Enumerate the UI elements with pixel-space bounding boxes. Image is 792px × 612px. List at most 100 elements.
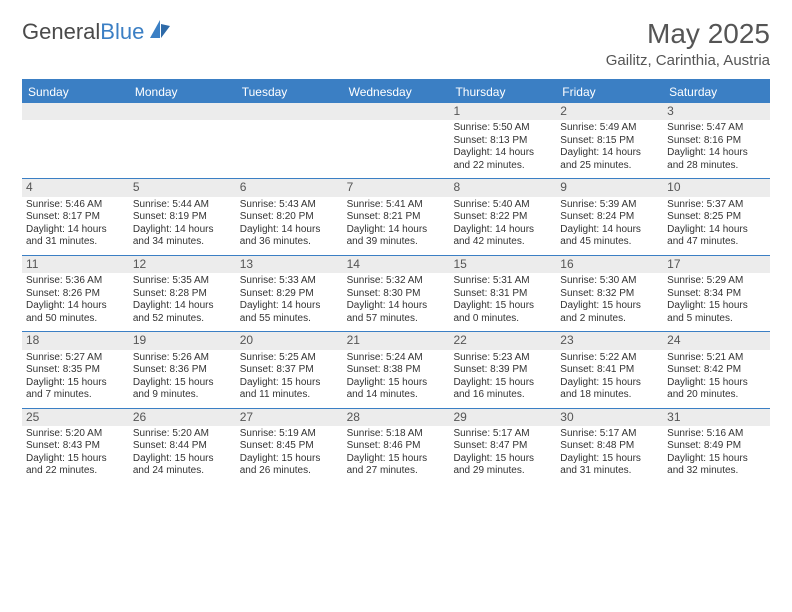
calendar: SundayMondayTuesdayWednesdayThursdayFrid… xyxy=(22,79,770,484)
day-header-row: SundayMondayTuesdayWednesdayThursdayFrid… xyxy=(22,81,770,103)
day-header: Friday xyxy=(556,81,663,103)
sunrise-line: Sunrise: 5:32 AM xyxy=(347,275,446,288)
sunrise-line: Sunrise: 5:39 AM xyxy=(560,199,659,212)
calendar-cell: 11Sunrise: 5:36 AMSunset: 8:26 PMDayligh… xyxy=(22,256,129,331)
calendar-cell: 23Sunrise: 5:22 AMSunset: 8:41 PMDayligh… xyxy=(556,332,663,407)
sunrise-line: Sunrise: 5:20 AM xyxy=(133,428,232,441)
sunrise-line: Sunrise: 5:50 AM xyxy=(453,122,552,135)
calendar-cell: 3Sunrise: 5:47 AMSunset: 8:16 PMDaylight… xyxy=(663,103,770,178)
sunset-line: Sunset: 8:35 PM xyxy=(26,364,125,377)
day-number: 21 xyxy=(343,332,450,349)
daylight-line: Daylight: 15 hours and 14 minutes. xyxy=(347,377,446,402)
daylight-line: Daylight: 15 hours and 22 minutes. xyxy=(26,453,125,478)
calendar-cell: 18Sunrise: 5:27 AMSunset: 8:35 PMDayligh… xyxy=(22,332,129,407)
day-details: Sunrise: 5:36 AMSunset: 8:26 PMDaylight:… xyxy=(22,273,129,331)
daylight-line: Daylight: 14 hours and 31 minutes. xyxy=(26,224,125,249)
sunrise-line: Sunrise: 5:29 AM xyxy=(667,275,766,288)
day-number: 27 xyxy=(236,409,343,426)
logo-word2: Blue xyxy=(100,19,144,44)
day-number: 28 xyxy=(343,409,450,426)
calendar-cell: 10Sunrise: 5:37 AMSunset: 8:25 PMDayligh… xyxy=(663,179,770,254)
day-number: 22 xyxy=(449,332,556,349)
sunrise-line: Sunrise: 5:21 AM xyxy=(667,352,766,365)
calendar-cell: 4Sunrise: 5:46 AMSunset: 8:17 PMDaylight… xyxy=(22,179,129,254)
sunset-line: Sunset: 8:45 PM xyxy=(240,440,339,453)
daylight-line: Daylight: 15 hours and 16 minutes. xyxy=(453,377,552,402)
daylight-line: Daylight: 15 hours and 26 minutes. xyxy=(240,453,339,478)
daylight-line: Daylight: 15 hours and 24 minutes. xyxy=(133,453,232,478)
day-details: Sunrise: 5:22 AMSunset: 8:41 PMDaylight:… xyxy=(556,350,663,408)
sunset-line: Sunset: 8:47 PM xyxy=(453,440,552,453)
day-number: 17 xyxy=(663,256,770,273)
sunset-line: Sunset: 8:30 PM xyxy=(347,288,446,301)
calendar-cell xyxy=(129,103,236,178)
sunrise-line: Sunrise: 5:35 AM xyxy=(133,275,232,288)
day-details: Sunrise: 5:31 AMSunset: 8:31 PMDaylight:… xyxy=(449,273,556,331)
day-number: 13 xyxy=(236,256,343,273)
sunrise-line: Sunrise: 5:49 AM xyxy=(560,122,659,135)
calendar-cell: 17Sunrise: 5:29 AMSunset: 8:34 PMDayligh… xyxy=(663,256,770,331)
day-number: 29 xyxy=(449,409,556,426)
day-details xyxy=(343,120,450,178)
calendar-cell: 26Sunrise: 5:20 AMSunset: 8:44 PMDayligh… xyxy=(129,409,236,484)
calendar-cell: 28Sunrise: 5:18 AMSunset: 8:46 PMDayligh… xyxy=(343,409,450,484)
day-number: 11 xyxy=(22,256,129,273)
calendar-cell: 14Sunrise: 5:32 AMSunset: 8:30 PMDayligh… xyxy=(343,256,450,331)
calendar-cell: 16Sunrise: 5:30 AMSunset: 8:32 PMDayligh… xyxy=(556,256,663,331)
calendar-body: 1Sunrise: 5:50 AMSunset: 8:13 PMDaylight… xyxy=(22,103,770,484)
daylight-line: Daylight: 14 hours and 28 minutes. xyxy=(667,147,766,172)
day-details: Sunrise: 5:44 AMSunset: 8:19 PMDaylight:… xyxy=(129,197,236,255)
sunset-line: Sunset: 8:17 PM xyxy=(26,211,125,224)
calendar-cell: 9Sunrise: 5:39 AMSunset: 8:24 PMDaylight… xyxy=(556,179,663,254)
day-details: Sunrise: 5:33 AMSunset: 8:29 PMDaylight:… xyxy=(236,273,343,331)
logo: GeneralBlue xyxy=(22,18,172,45)
daylight-line: Daylight: 14 hours and 50 minutes. xyxy=(26,300,125,325)
sunrise-line: Sunrise: 5:37 AM xyxy=(667,199,766,212)
sunrise-line: Sunrise: 5:33 AM xyxy=(240,275,339,288)
daylight-line: Daylight: 14 hours and 42 minutes. xyxy=(453,224,552,249)
daylight-line: Daylight: 14 hours and 45 minutes. xyxy=(560,224,659,249)
day-details: Sunrise: 5:25 AMSunset: 8:37 PMDaylight:… xyxy=(236,350,343,408)
sunrise-line: Sunrise: 5:46 AM xyxy=(26,199,125,212)
day-number: 8 xyxy=(449,179,556,196)
sunset-line: Sunset: 8:39 PM xyxy=(453,364,552,377)
calendar-cell xyxy=(343,103,450,178)
day-details: Sunrise: 5:17 AMSunset: 8:48 PMDaylight:… xyxy=(556,426,663,484)
day-header: Sunday xyxy=(22,81,129,103)
daylight-line: Daylight: 14 hours and 36 minutes. xyxy=(240,224,339,249)
sail-icon xyxy=(148,18,172,45)
day-number xyxy=(129,103,236,120)
day-details xyxy=(129,120,236,178)
day-number: 25 xyxy=(22,409,129,426)
day-details: Sunrise: 5:17 AMSunset: 8:47 PMDaylight:… xyxy=(449,426,556,484)
daylight-line: Daylight: 15 hours and 27 minutes. xyxy=(347,453,446,478)
daylight-line: Daylight: 14 hours and 25 minutes. xyxy=(560,147,659,172)
sunset-line: Sunset: 8:43 PM xyxy=(26,440,125,453)
sunset-line: Sunset: 8:34 PM xyxy=(667,288,766,301)
calendar-cell: 12Sunrise: 5:35 AMSunset: 8:28 PMDayligh… xyxy=(129,256,236,331)
sunset-line: Sunset: 8:24 PM xyxy=(560,211,659,224)
sunrise-line: Sunrise: 5:16 AM xyxy=(667,428,766,441)
day-number: 23 xyxy=(556,332,663,349)
day-details: Sunrise: 5:35 AMSunset: 8:28 PMDaylight:… xyxy=(129,273,236,331)
daylight-line: Daylight: 14 hours and 57 minutes. xyxy=(347,300,446,325)
daylight-line: Daylight: 15 hours and 32 minutes. xyxy=(667,453,766,478)
day-details: Sunrise: 5:20 AMSunset: 8:43 PMDaylight:… xyxy=(22,426,129,484)
daylight-line: Daylight: 15 hours and 31 minutes. xyxy=(560,453,659,478)
day-header: Tuesday xyxy=(236,81,343,103)
calendar-cell: 6Sunrise: 5:43 AMSunset: 8:20 PMDaylight… xyxy=(236,179,343,254)
day-details xyxy=(236,120,343,178)
daylight-line: Daylight: 15 hours and 0 minutes. xyxy=(453,300,552,325)
daylight-line: Daylight: 15 hours and 2 minutes. xyxy=(560,300,659,325)
day-number: 3 xyxy=(663,103,770,120)
sunrise-line: Sunrise: 5:47 AM xyxy=(667,122,766,135)
day-header: Thursday xyxy=(449,81,556,103)
calendar-cell xyxy=(22,103,129,178)
day-number: 10 xyxy=(663,179,770,196)
daylight-line: Daylight: 15 hours and 9 minutes. xyxy=(133,377,232,402)
daylight-line: Daylight: 14 hours and 22 minutes. xyxy=(453,147,552,172)
day-number: 19 xyxy=(129,332,236,349)
sunset-line: Sunset: 8:21 PM xyxy=(347,211,446,224)
day-number: 15 xyxy=(449,256,556,273)
logo-text: GeneralBlue xyxy=(22,19,144,45)
